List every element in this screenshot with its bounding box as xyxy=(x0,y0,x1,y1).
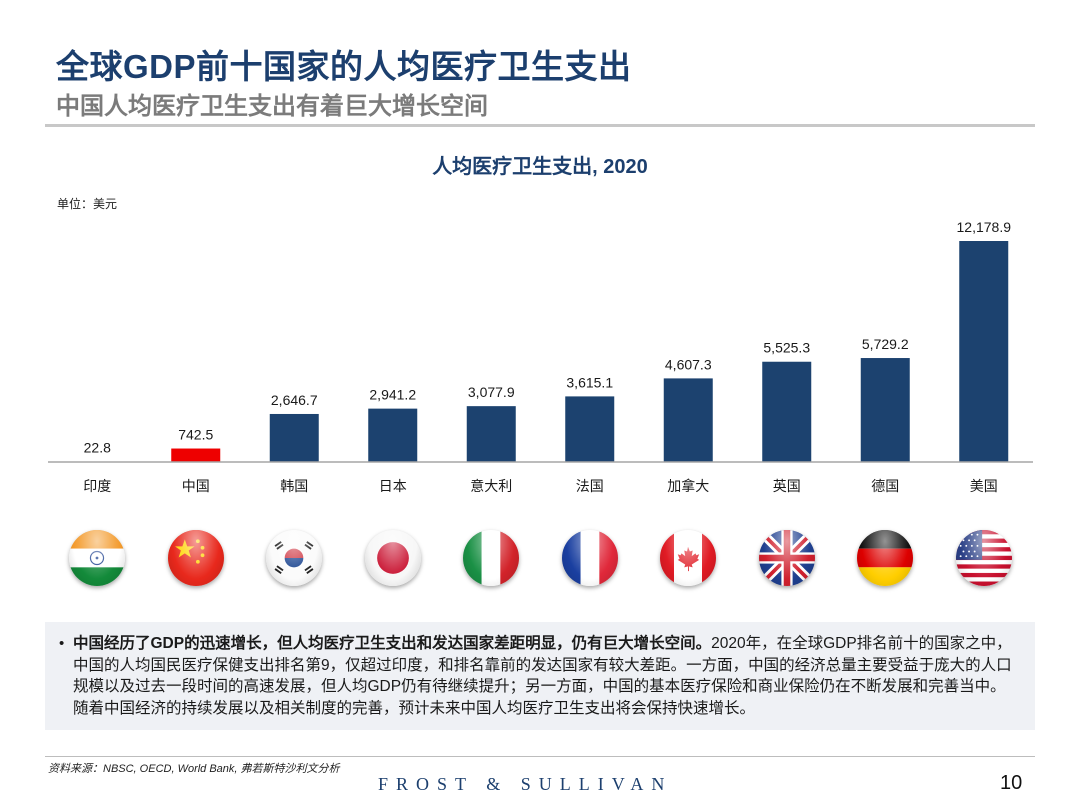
usa-flag-icon xyxy=(955,530,1012,586)
page-number: 10 xyxy=(1000,772,1023,794)
uk-flag-icon xyxy=(758,530,815,586)
category-label: 加拿大 xyxy=(667,478,709,494)
bar-8 xyxy=(762,361,812,462)
page-subtitle: 中国人均医疗卫生支出有着巨大增长空间 xyxy=(56,93,488,120)
value-label: 5,729.2 xyxy=(862,336,909,352)
canada-flag-icon xyxy=(660,530,717,586)
bar-7 xyxy=(663,378,713,462)
bar-10 xyxy=(959,241,1009,462)
category-label: 法国 xyxy=(576,478,604,494)
bars-layer xyxy=(72,241,1009,462)
italy-flag-icon xyxy=(463,530,520,586)
bar-chart: 22.8 印度 742.5 中国 2,646.7 韩国 2,941.2 日本 3,077.9 意大… xyxy=(48,219,1033,494)
bar-3 xyxy=(269,413,319,462)
value-label: 2,646.7 xyxy=(271,392,318,408)
value-label: 5,525.3 xyxy=(763,340,810,356)
value-label: 12,178.9 xyxy=(957,219,1012,235)
category-label: 印度 xyxy=(83,478,111,494)
bar-9 xyxy=(860,358,910,462)
flag-row xyxy=(0,528,1080,588)
bar-4 xyxy=(368,408,418,462)
bullet-icon: • xyxy=(59,635,65,652)
category-label: 日本 xyxy=(379,478,407,494)
category-label: 中国 xyxy=(182,478,210,494)
page-title: 全球GDP前十国家的人均医疗卫生支出 xyxy=(56,48,632,85)
summary-note: • 中国经历了GDP的迅速增长，但人均医疗卫生支出和发达国家差距明显，仍有巨大增… xyxy=(45,622,1035,730)
category-label: 美国 xyxy=(970,478,998,494)
unit-label: 单位：美元 xyxy=(57,197,118,211)
header-divider xyxy=(45,124,1035,127)
value-label: 22.8 xyxy=(84,440,111,456)
chart-title-text: 人均医疗卫生支出, 2020 xyxy=(432,156,648,178)
bar-6 xyxy=(565,396,615,462)
summary-text: 2020年，在全球GDP排名前十的国家之中，中国的人均国民医疗保健支出排名第9，… xyxy=(73,635,1012,717)
brand-logo: FROST & SULLIVAN xyxy=(378,774,673,794)
japan-flag-icon xyxy=(364,530,421,586)
labels-layer: 22.8 印度 742.5 中国 2,646.7 韩国 2,941.2 日本 3,077.9 意大… xyxy=(83,219,1011,494)
category-label: 英国 xyxy=(773,478,801,494)
source-note: 资料来源：NBSC, OECD, World Bank, 弗若斯特沙利文分析 xyxy=(48,763,340,775)
value-label: 742.5 xyxy=(178,427,213,443)
china-flag-icon xyxy=(167,530,224,586)
value-label: 2,941.2 xyxy=(369,387,416,403)
bar-5 xyxy=(466,406,516,462)
category-label: 德国 xyxy=(871,478,899,494)
category-label: 意大利 xyxy=(470,478,512,494)
india-flag-icon xyxy=(69,530,126,586)
value-label: 3,615.1 xyxy=(566,374,613,390)
value-label: 4,607.3 xyxy=(665,356,712,372)
germany-flag-icon xyxy=(857,530,914,586)
value-label: 3,077.9 xyxy=(468,384,515,400)
south-korea-flag-icon xyxy=(266,530,323,586)
footer-divider xyxy=(45,756,1035,757)
category-label: 韩国 xyxy=(280,478,308,494)
france-flag-icon xyxy=(561,530,618,586)
chart-title: 人均医疗卫生支出, 2020 xyxy=(0,150,1080,179)
summary-headline: 中国经历了GDP的迅速增长，但人均医疗卫生支出和发达国家差距明显，仍有巨大增长空… xyxy=(73,635,712,652)
bar-2 xyxy=(171,448,221,462)
